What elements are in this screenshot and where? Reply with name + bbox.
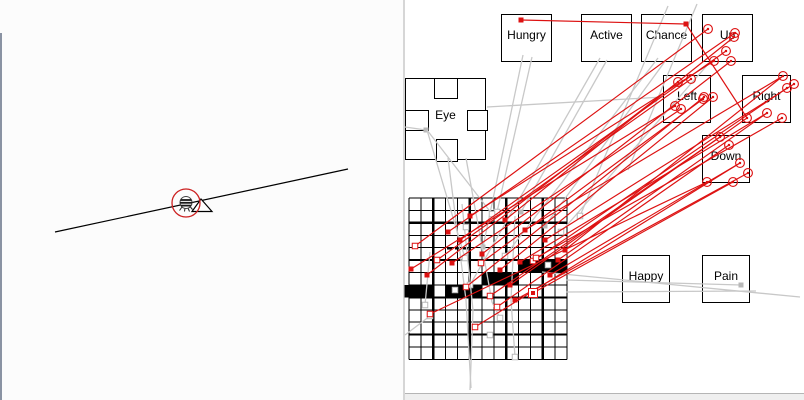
node-box-left[interactable]: Left [663, 75, 711, 123]
node-box-eye[interactable]: Eye [405, 78, 488, 162]
world-panel[interactable] [0, 0, 403, 400]
panel-divider[interactable] [403, 0, 405, 400]
node-box-chance[interactable]: Chance [641, 14, 692, 62]
node-box-down[interactable]: Down [702, 135, 750, 183]
node-box-hungry-label: Hungry [507, 28, 546, 42]
window-left-edge [0, 33, 2, 400]
eye-notch-top [434, 78, 458, 99]
node-box-down-label: Down [710, 149, 742, 163]
node-box-happy-label: Happy [628, 269, 664, 283]
eye-notch-bottom [436, 139, 458, 162]
node-box-chance-label: Chance [645, 28, 688, 42]
node-box-pain[interactable]: Pain [702, 255, 750, 303]
node-box-pain-label: Pain [713, 269, 739, 283]
node-box-up-label: Up [719, 28, 736, 42]
node-box-right-label: Right [752, 89, 781, 103]
node-box-up[interactable]: Up [702, 14, 753, 62]
node-box-active[interactable]: Active [581, 14, 632, 62]
node-box-right[interactable]: Right [742, 75, 791, 123]
node-box-hungry[interactable]: Hungry [501, 14, 552, 62]
eye-notch-right [467, 110, 488, 131]
eye-notch-left [405, 110, 429, 131]
node-box-happy[interactable]: Happy [622, 255, 670, 303]
node-box-active-label: Active [590, 28, 623, 42]
node-box-left-label: Left [676, 89, 697, 103]
